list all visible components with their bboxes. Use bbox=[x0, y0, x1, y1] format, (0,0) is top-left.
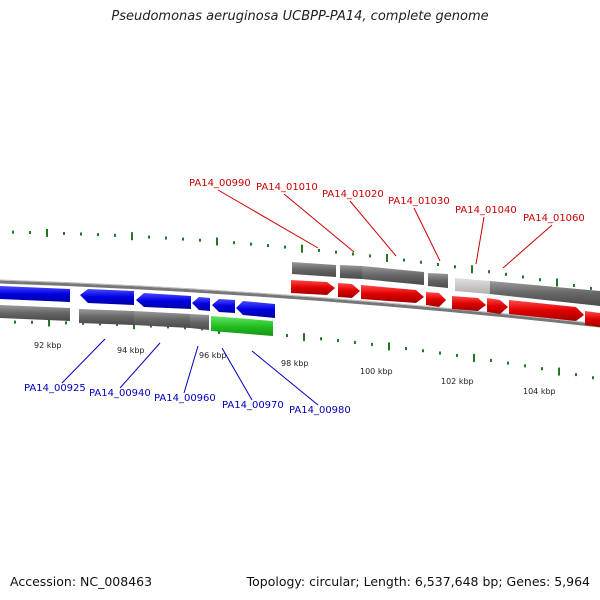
lower-tick-ring bbox=[14, 318, 594, 380]
gene-arrow-forward bbox=[452, 296, 486, 311]
gene-arrow-reverse bbox=[136, 293, 191, 309]
gene-arrow-forward bbox=[585, 311, 600, 327]
light-segment bbox=[455, 278, 490, 294]
gene-label-pa14_00970[interactable]: PA14_00970 bbox=[222, 400, 284, 411]
upper-tick-ring bbox=[12, 228, 592, 290]
leader-line bbox=[217, 189, 319, 249]
gene-labels: PA14_00990 PA14_01010 PA14_01020 PA14_01030… bbox=[24, 178, 585, 416]
gene-arrow-reverse bbox=[192, 297, 210, 311]
leader-line bbox=[283, 193, 355, 253]
leader-line bbox=[475, 216, 485, 265]
forward-genes bbox=[291, 280, 600, 327]
scale-label: 102 kbp bbox=[441, 377, 474, 386]
gene-label-pa14_01020[interactable]: PA14_01020 bbox=[322, 189, 384, 200]
gene-label-pa14_00960[interactable]: PA14_00960 bbox=[154, 393, 216, 404]
genome-backbone-highlight bbox=[0, 279, 600, 325]
gene-arrow-reverse bbox=[212, 299, 235, 313]
leader-line bbox=[61, 338, 106, 384]
gene-arrow-forward bbox=[338, 283, 360, 298]
gene-label-pa14_01010[interactable]: PA14_01010 bbox=[256, 182, 318, 193]
lower-grey-track bbox=[0, 305, 273, 336]
leader-line bbox=[349, 200, 397, 257]
gene-label-pa14_00980[interactable]: PA14_00980 bbox=[289, 405, 351, 416]
grey-segment bbox=[362, 266, 424, 285]
gene-label-pa14_00925[interactable]: PA14_00925 bbox=[24, 383, 86, 394]
leader-line bbox=[119, 342, 161, 389]
leader-line bbox=[251, 350, 319, 406]
grey-segment bbox=[134, 311, 190, 328]
gene-label-pa14_01040[interactable]: PA14_01040 bbox=[455, 205, 517, 216]
grey-segment bbox=[292, 262, 336, 277]
gene-arrow-reverse bbox=[80, 289, 134, 305]
grey-segment bbox=[490, 281, 600, 306]
green-segment bbox=[211, 316, 273, 336]
leader-lines bbox=[61, 189, 553, 406]
gene-label-pa14_01060[interactable]: PA14_01060 bbox=[523, 213, 585, 224]
grey-segment bbox=[0, 305, 70, 321]
leader-line bbox=[413, 207, 441, 262]
gene-arrow-reverse bbox=[236, 301, 275, 318]
genome-backbone bbox=[0, 280, 600, 328]
leader-line bbox=[221, 347, 253, 401]
leader-line bbox=[502, 224, 553, 269]
gene-arrow-forward bbox=[361, 285, 424, 303]
gene-label-pa14_00940[interactable]: PA14_00940 bbox=[89, 388, 151, 399]
scale-label: 92 kbp bbox=[34, 341, 62, 350]
upper-grey-track bbox=[292, 262, 600, 306]
gene-arrow-forward bbox=[291, 280, 335, 295]
grey-segment bbox=[190, 314, 209, 330]
gene-label-pa14_01030[interactable]: PA14_01030 bbox=[388, 196, 450, 207]
gene-arrow-forward bbox=[509, 300, 584, 321]
scale-label: 98 kbp bbox=[281, 359, 309, 368]
scale-label: 96 kbp bbox=[199, 351, 227, 360]
scale-label: 100 kbp bbox=[360, 367, 393, 376]
grey-segment bbox=[79, 309, 134, 325]
map-title: Pseudomonas aeruginosa UCBPP-PA14, compl… bbox=[111, 9, 489, 24]
gene-arrow-forward bbox=[487, 298, 508, 314]
gene-label-pa14_00990[interactable]: PA14_00990 bbox=[189, 178, 251, 189]
scale-label: 94 kbp bbox=[117, 346, 145, 355]
reverse-genes bbox=[0, 286, 275, 318]
leader-line bbox=[183, 345, 199, 394]
scale-labels: 92 kbp 94 kbp 96 kbp 98 kbp 100 kbp 102 kbp 10… bbox=[34, 341, 556, 396]
gene-arrow-reverse bbox=[0, 286, 70, 302]
gene-arrow-forward bbox=[426, 292, 446, 307]
topology-text: Topology: circular; Length: 6,537,648 bp… bbox=[246, 574, 590, 589]
grey-segment bbox=[428, 273, 448, 288]
accession-text: Accession: NC_008463 bbox=[10, 574, 153, 589]
scale-label: 104 kbp bbox=[523, 387, 556, 396]
grey-segment bbox=[340, 265, 362, 279]
